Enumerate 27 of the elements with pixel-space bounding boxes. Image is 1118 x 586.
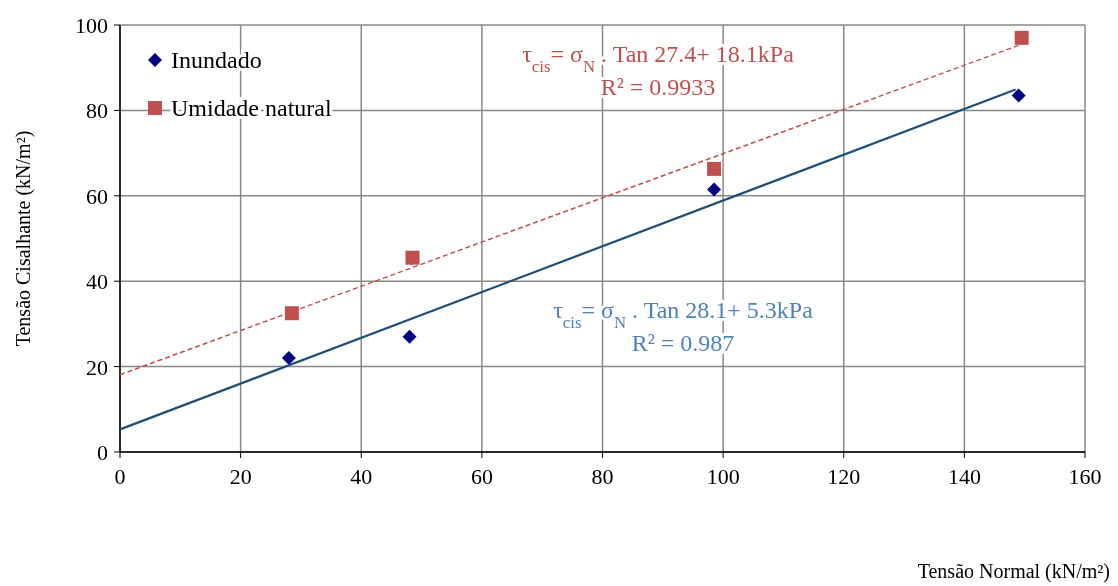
x-tick-label: 60	[470, 464, 493, 489]
y-axis-title: Tensão Cisalhante (kN/m²)	[12, 130, 35, 347]
x-tick-label: 0	[114, 464, 126, 489]
point	[284, 306, 299, 321]
point	[281, 351, 296, 366]
legend-label: Inundado	[171, 47, 262, 73]
x-axis-title: Tensão Normal (kN/m²)	[917, 560, 1110, 583]
legend-label: Umidade natural	[171, 95, 332, 121]
x-tick-label: 100	[706, 464, 740, 489]
point	[1011, 88, 1026, 103]
point	[1014, 30, 1029, 45]
y-tick-label: 100	[75, 13, 108, 38]
y-tick-label: 20	[86, 354, 108, 380]
x-tick-label: 160	[1068, 464, 1102, 489]
y-tick-label: 60	[86, 183, 108, 209]
y-tick-label: 0	[97, 440, 108, 465]
point	[707, 161, 722, 176]
point	[405, 250, 420, 265]
x-tick-label: 120	[827, 464, 861, 489]
x-tick-label: 40	[350, 464, 373, 489]
point	[402, 329, 417, 344]
y-tick-label: 80	[86, 98, 108, 124]
x-tick-label: 20	[229, 464, 252, 489]
x-tick-label: 140	[947, 464, 981, 489]
y-tick-label: 40	[86, 269, 108, 295]
x-tick-label: 80	[591, 464, 614, 489]
point	[707, 182, 722, 197]
